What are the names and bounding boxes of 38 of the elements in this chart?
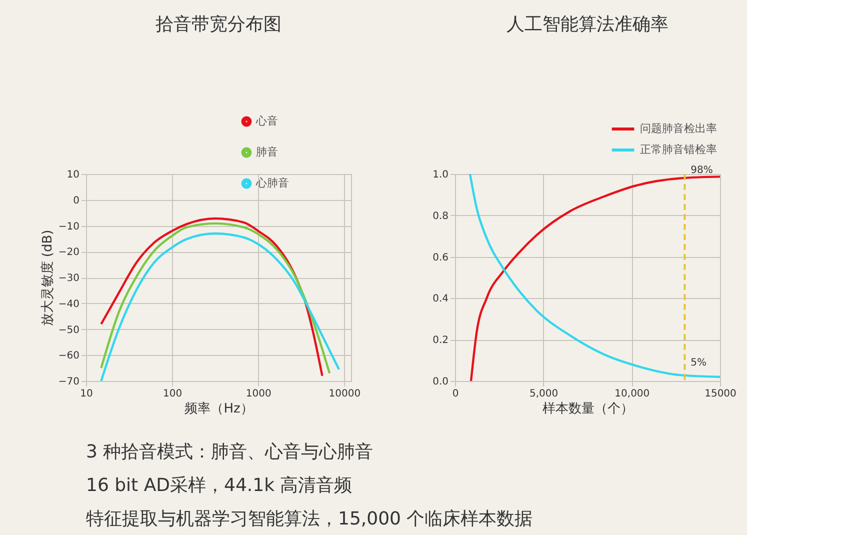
x-tick-label: 15000 <box>704 388 736 400</box>
legend-label: 肺音 <box>256 146 278 158</box>
y-tick-label: 0.0 <box>432 376 448 388</box>
legend-label: 问题肺音检出率 <box>640 122 717 135</box>
y-tick-label: 10 <box>66 170 80 180</box>
y-tick-label: −60 <box>58 350 80 362</box>
y-tick-label: −20 <box>58 247 80 258</box>
legend-label: 心音 <box>255 114 278 128</box>
chart-title: 拾音带宽分布图 <box>156 14 282 35</box>
annotation: 5% <box>690 358 707 369</box>
y-tick-label: −40 <box>58 298 80 310</box>
legend-label: 心肺音 <box>255 176 289 190</box>
x-tick-label: 100 <box>163 388 182 400</box>
annotation: 98% <box>690 165 713 176</box>
y-tick-label: 0.4 <box>432 294 448 305</box>
y-tick-label: −30 <box>58 273 80 284</box>
x-tick-label: 10 <box>80 388 93 400</box>
x-tick-label: 5,000 <box>530 388 558 400</box>
x-tick-label: 10,000 <box>614 388 650 400</box>
x-axis-title: 样本数量（个） <box>542 402 634 416</box>
y-tick-label: 0 <box>73 195 80 206</box>
x-tick-label: 10000 <box>328 388 361 400</box>
text: 16 bit AD采样，44.1k 高清音频 <box>86 475 352 496</box>
chart-title: 人工智能算法准确率 <box>506 14 668 35</box>
y-tick-label: 0.2 <box>432 335 448 346</box>
text: 特征提取与机器学习智能算法，15,000 个临床样本数据 <box>86 508 533 530</box>
x-tick-label: 0 <box>452 388 459 400</box>
y-tick-label: 0.8 <box>432 210 448 222</box>
text: 3 种拾音模式：肺音、心音与心肺音 <box>86 442 374 463</box>
y-tick-label: 0.6 <box>432 252 448 264</box>
x-axis-title: 频率（Hz） <box>184 400 254 416</box>
x-tick-label: 1000 <box>246 388 272 400</box>
y-axis-title: 放大灵敏度 (dB) <box>39 230 56 326</box>
y-tick-label: −70 <box>58 376 80 388</box>
y-tick-label: −10 <box>58 221 80 232</box>
y-tick-label: −50 <box>58 324 80 336</box>
y-tick-label: 1.0 <box>432 170 448 180</box>
legend-label: 正常肺音错检率 <box>640 143 717 156</box>
